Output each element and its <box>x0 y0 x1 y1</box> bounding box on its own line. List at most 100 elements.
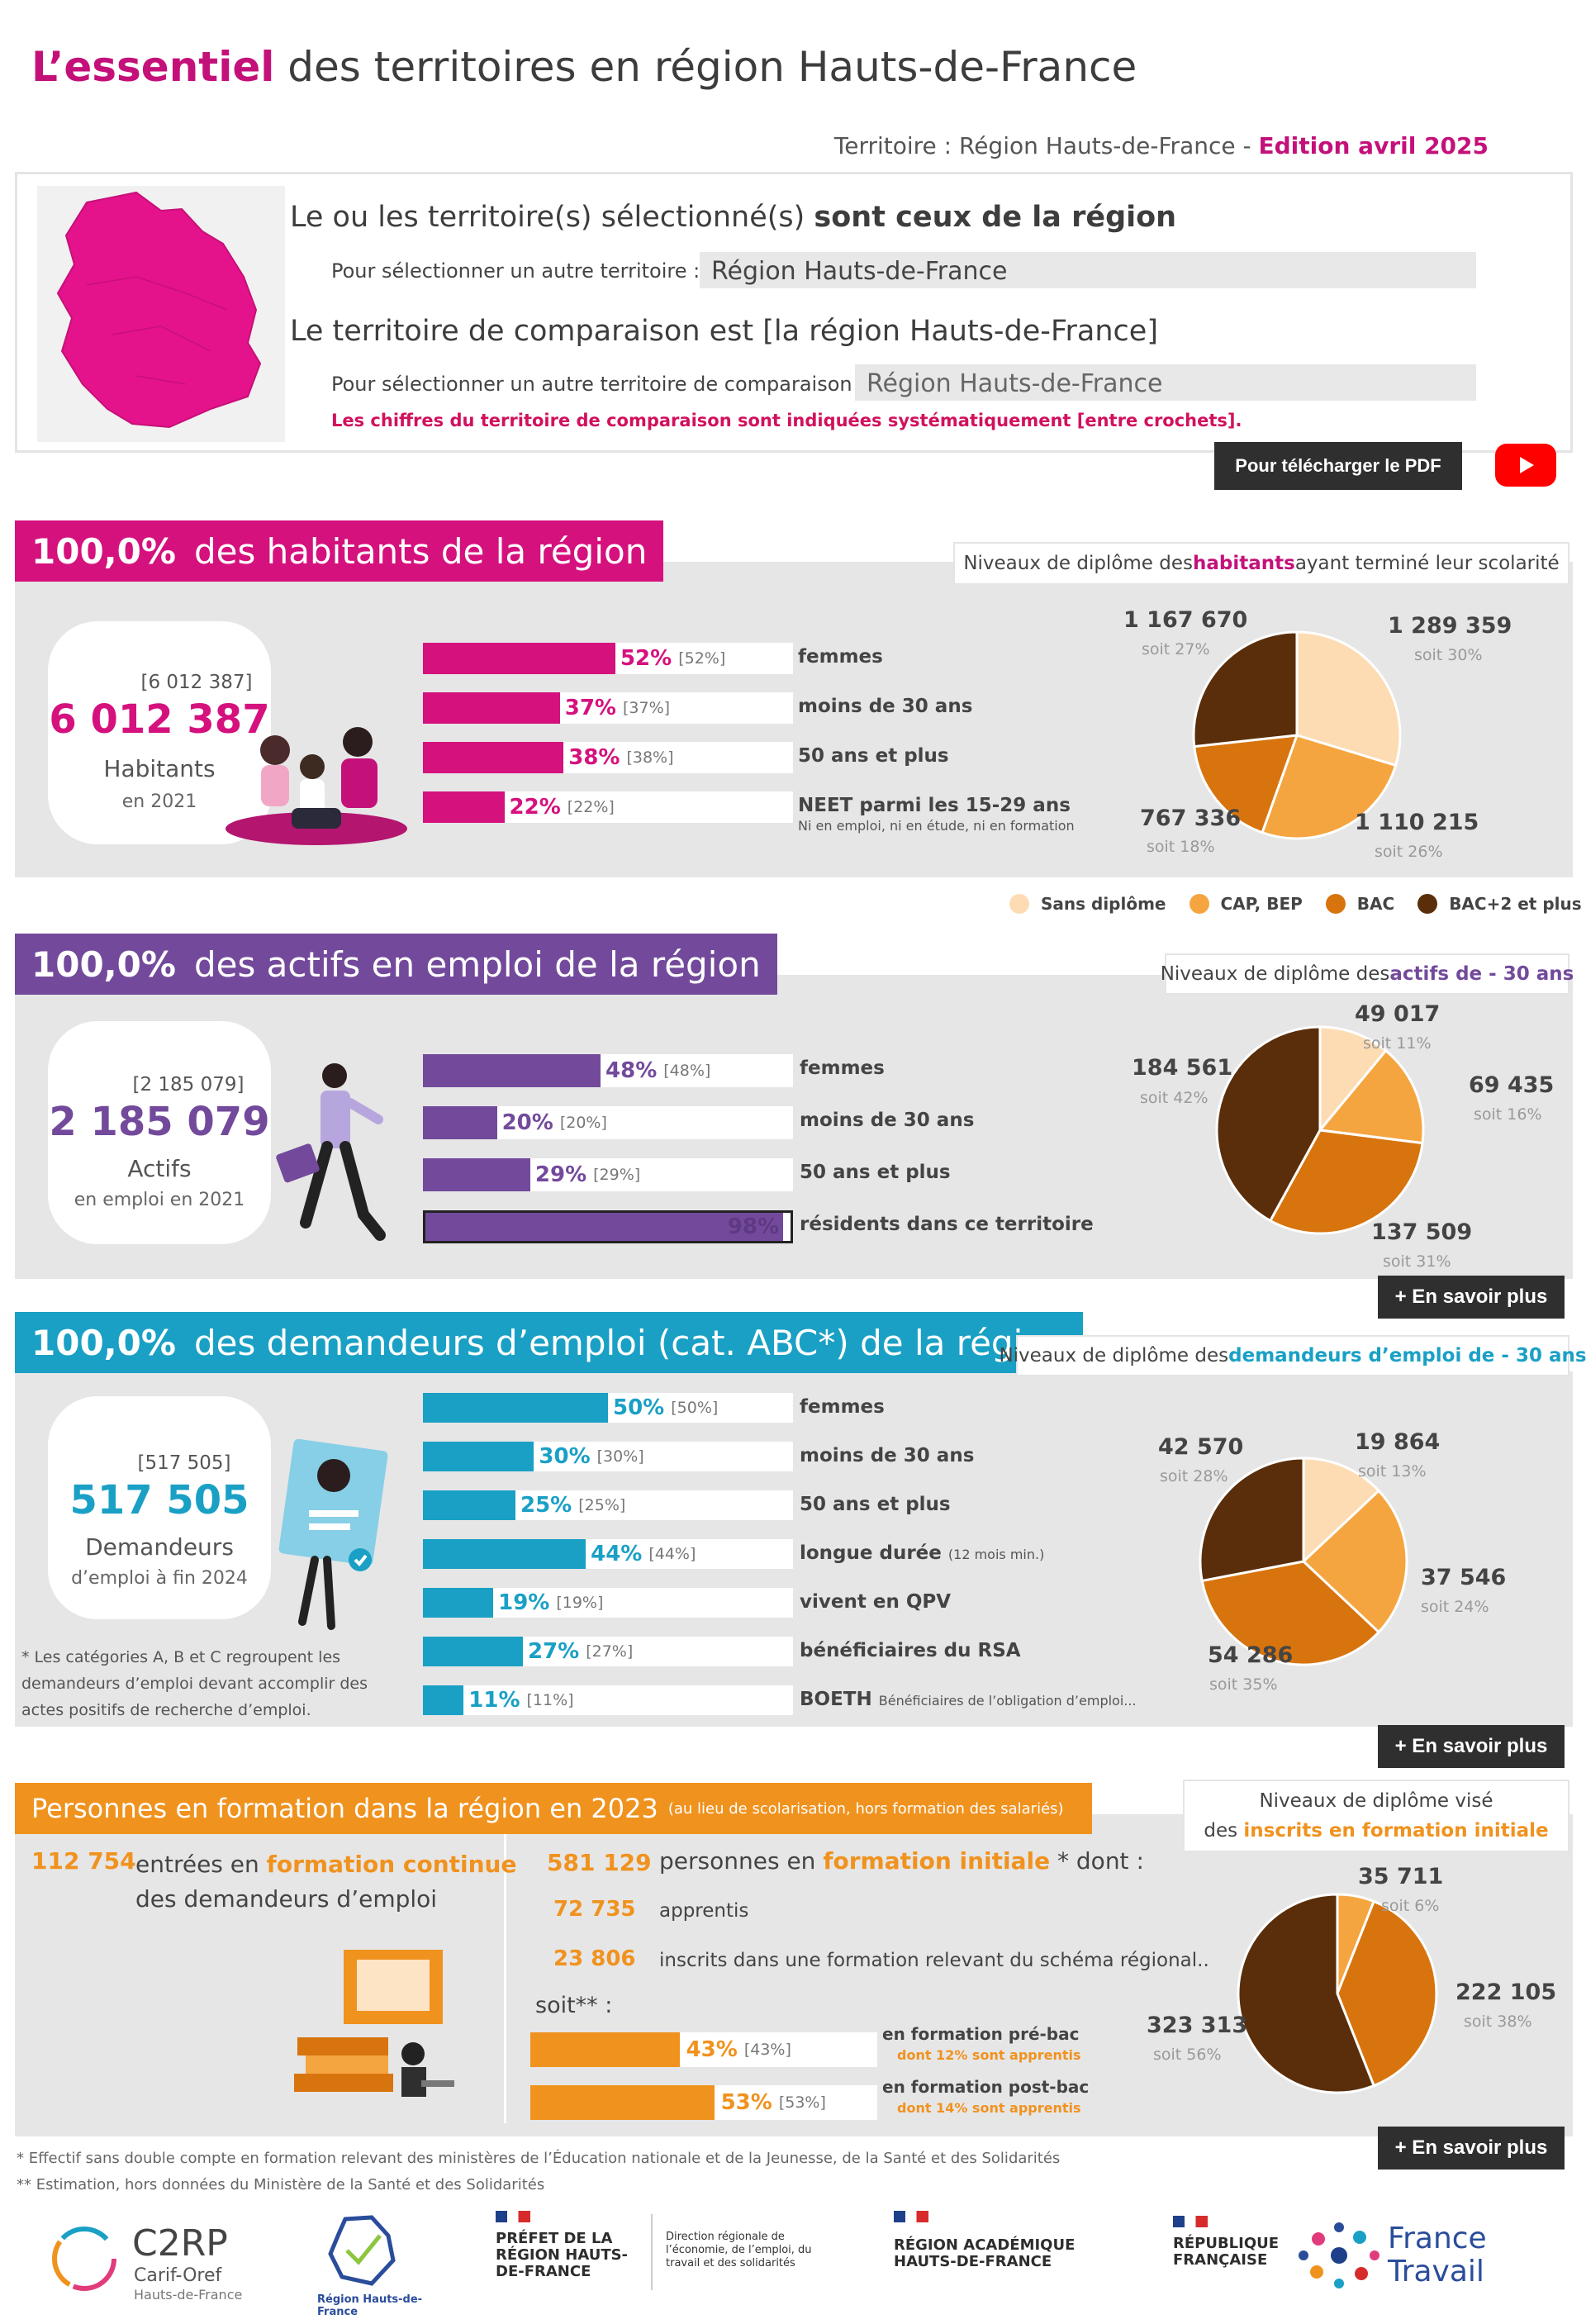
continue-label: entrées en formation continue des demande… <box>135 1851 517 1913</box>
habitants-bar-label: 50 ans et plus <box>798 745 949 767</box>
territory-select[interactable]: Région Hauts-de-France <box>700 252 1476 288</box>
habitants-bar-track: 52% [52%] <box>423 643 793 674</box>
habitants-bar-label: NEET parmi les 15-29 ans Ni en emploi, ni… <box>798 795 1075 834</box>
formation-pie-share: soit 6% <box>1381 1897 1440 1915</box>
demandeurs-bar-track: 11% [11%] <box>423 1685 793 1715</box>
region-logo-text: Région Hauts-de-France <box>317 2293 423 2318</box>
download-pdf-button[interactable]: Pour télécharger le PDF <box>1214 442 1462 490</box>
demandeurs-pie-share: soit 35% <box>1209 1675 1278 1694</box>
actifs-bar-pct: 20% <box>501 1110 553 1135</box>
habitants-bar-value: 37% [37%] <box>565 692 670 724</box>
habitants-pie-share: soit 30% <box>1414 646 1483 664</box>
training-illustration <box>294 1950 454 2097</box>
actifs-year: en emploi en 2021 <box>74 1190 245 1210</box>
habitants-bar-fill <box>423 643 615 674</box>
actifs-more-button[interactable]: + En savoir plus <box>1378 1276 1565 1319</box>
actifs-label: Actifs <box>127 1155 192 1182</box>
diploma-legend: Sans diplôme CAP, BEP BAC BAC+2 et plus <box>986 894 1582 914</box>
actifs-pie-title: Niveaux de diplôme des actifs de - 30 an… <box>1161 953 1574 995</box>
habitants-bar-track: 22% [22%] <box>423 791 793 823</box>
actifs-pie-value: 137 509 <box>1371 1219 1473 1245</box>
actifs-bar-track: 48% [48%] <box>423 1054 793 1087</box>
actifs-bar-value: 20% [20%] <box>502 1106 607 1139</box>
actifs-bar-pct: 48% <box>605 1058 658 1083</box>
actifs-bar-label: moins de 30 ans <box>800 1110 975 1131</box>
pie-hab-slice-3 <box>1192 630 1299 749</box>
demandeurs-pie-value: 37 546 <box>1421 1565 1507 1590</box>
demandeurs-pie-share: soit 28% <box>1160 1467 1228 1485</box>
actifs-bar-value: 48% [48%] <box>605 1054 710 1087</box>
demandeurs-bar-fill <box>423 1588 494 1618</box>
habitants-bar-pct: 52% <box>620 646 672 671</box>
habitants-pie-value: 1 167 670 <box>1123 607 1248 633</box>
habitants-bar-label: femmes <box>798 646 883 668</box>
abc-footnote: * Les catégories A, B et C regroupent le… <box>21 1648 368 1719</box>
actifs-comparison: [2 185 079] <box>132 1074 245 1095</box>
pie-hab-slice-2 <box>1193 734 1299 834</box>
demandeurs-pie-value: 54 286 <box>1208 1642 1294 1668</box>
demandeurs-bar-pct: 19% <box>498 1590 550 1615</box>
habitants-bar-pct: 38% <box>568 745 620 770</box>
actifs-pie-chart <box>1215 1025 1425 1235</box>
demandeurs-bar-value: 30% [30%] <box>539 1442 643 1471</box>
formation-pie-share: soit 56% <box>1153 2046 1222 2064</box>
formation-bar-note: dont 14% sont apprentis <box>897 2100 1081 2116</box>
demandeurs-bar-comparison: [44%] <box>648 1545 696 1563</box>
demandeurs-bar-fill <box>423 1685 464 1715</box>
formation-bar-comparison: [43%] <box>743 2041 791 2059</box>
formation-more-button[interactable]: + En savoir plus <box>1378 2127 1565 2170</box>
pie-for-slice-2 <box>1237 1893 1376 2094</box>
page-title: L’essentiel des territoires en région Ha… <box>31 43 1137 91</box>
territory-selection-panel: Le ou les territoire(s) sélectionné(s) s… <box>15 172 1573 453</box>
marianne-flag-icon <box>1173 2216 1208 2227</box>
demandeurs-bar-fill <box>423 1539 586 1569</box>
habitants-pie-title: Niveaux de diplôme des habitants ayant t… <box>953 542 1569 585</box>
initiale-label: personnes en formation initiale * dont : <box>659 1847 1144 1875</box>
youtube-play-icon[interactable] <box>1495 444 1556 487</box>
demandeurs-more-button[interactable]: + En savoir plus <box>1378 1725 1565 1768</box>
demandeurs-bar-pct: 25% <box>520 1493 572 1518</box>
select-comparison-label: Pour sélectionner un autre territoire de… <box>331 373 866 396</box>
actifs-bar-fill <box>423 1158 530 1191</box>
marianne-flag-icon <box>496 2211 530 2222</box>
legend-swatch <box>1417 894 1438 914</box>
demandeurs-bar-track: 44% [44%] <box>423 1539 793 1569</box>
demandeurs-label: Demandeurs <box>85 1533 234 1561</box>
formation-bar-label: en formation post-bac <box>882 2077 1090 2097</box>
demandeurs-bar-value: 11% [11%] <box>468 1685 573 1715</box>
habitants-bar-track: 38% [38%] <box>423 742 793 773</box>
demandeurs-bar-label: longue durée (12 mois min.) <box>800 1542 1045 1564</box>
demandeurs-bar-label: femmes <box>800 1396 885 1418</box>
habitants-bar-pct: 22% <box>509 795 561 820</box>
actifs-pie-value: 184 561 <box>1132 1055 1233 1081</box>
habitants-bar-fill <box>423 742 564 773</box>
pie-act-slice-3 <box>1215 1025 1322 1223</box>
demandeurs-pie-share: soit 24% <box>1421 1598 1489 1616</box>
formation-pie-chart <box>1237 1893 1438 2094</box>
formation-bar-fill <box>530 2032 680 2067</box>
prefet-logo: PRÉFET DE LA RÉGION HAUTS-DE-FRANCE <box>496 2230 629 2280</box>
demandeurs-pie-title: Niveaux de diplôme des demandeurs d’empl… <box>999 1335 1586 1376</box>
formation-pie-title: Niveaux de diplôme visé des inscrits en f… <box>1183 1780 1569 1852</box>
demandeurs-bar-fill <box>423 1637 523 1666</box>
comparison-select[interactable]: Région Hauts-de-France <box>855 364 1476 401</box>
formation-bar-track: 53% [53%] <box>530 2085 877 2120</box>
job-seeker-illustration <box>278 1438 388 1630</box>
formation-bar-value: 43% [43%] <box>686 2032 791 2067</box>
footnote-effectif: * Effectif sans double compte en formati… <box>17 2150 1061 2167</box>
academie-logo: RÉGION ACADÉMIQUE HAUTS-DE-FRANCE <box>894 2236 1076 2270</box>
habitants-bar-comparison: [37%] <box>622 699 671 717</box>
formation-bar-track: 43% [43%] <box>530 2032 877 2067</box>
pie-dem-slice-2 <box>1200 1560 1381 1666</box>
demandeurs-bar-value: 50% [50%] <box>613 1393 718 1423</box>
demandeurs-bar-comparison: [50%] <box>671 1399 719 1417</box>
habitants-pie-value: 1 110 215 <box>1355 810 1479 835</box>
habitants-bar-label: moins de 30 ans <box>798 696 973 717</box>
habitants-comparison: [6 012 387] <box>140 672 253 693</box>
formation-pie-value: 323 313 <box>1147 2013 1248 2038</box>
demandeurs-bar-value: 44% [44%] <box>591 1539 696 1569</box>
demandeurs-bar-fill <box>423 1393 608 1423</box>
formation-bar-pct: 43% <box>686 2037 738 2062</box>
actifs-bar-fill <box>423 1054 601 1087</box>
continue-count: 112 754 <box>31 1847 136 1875</box>
